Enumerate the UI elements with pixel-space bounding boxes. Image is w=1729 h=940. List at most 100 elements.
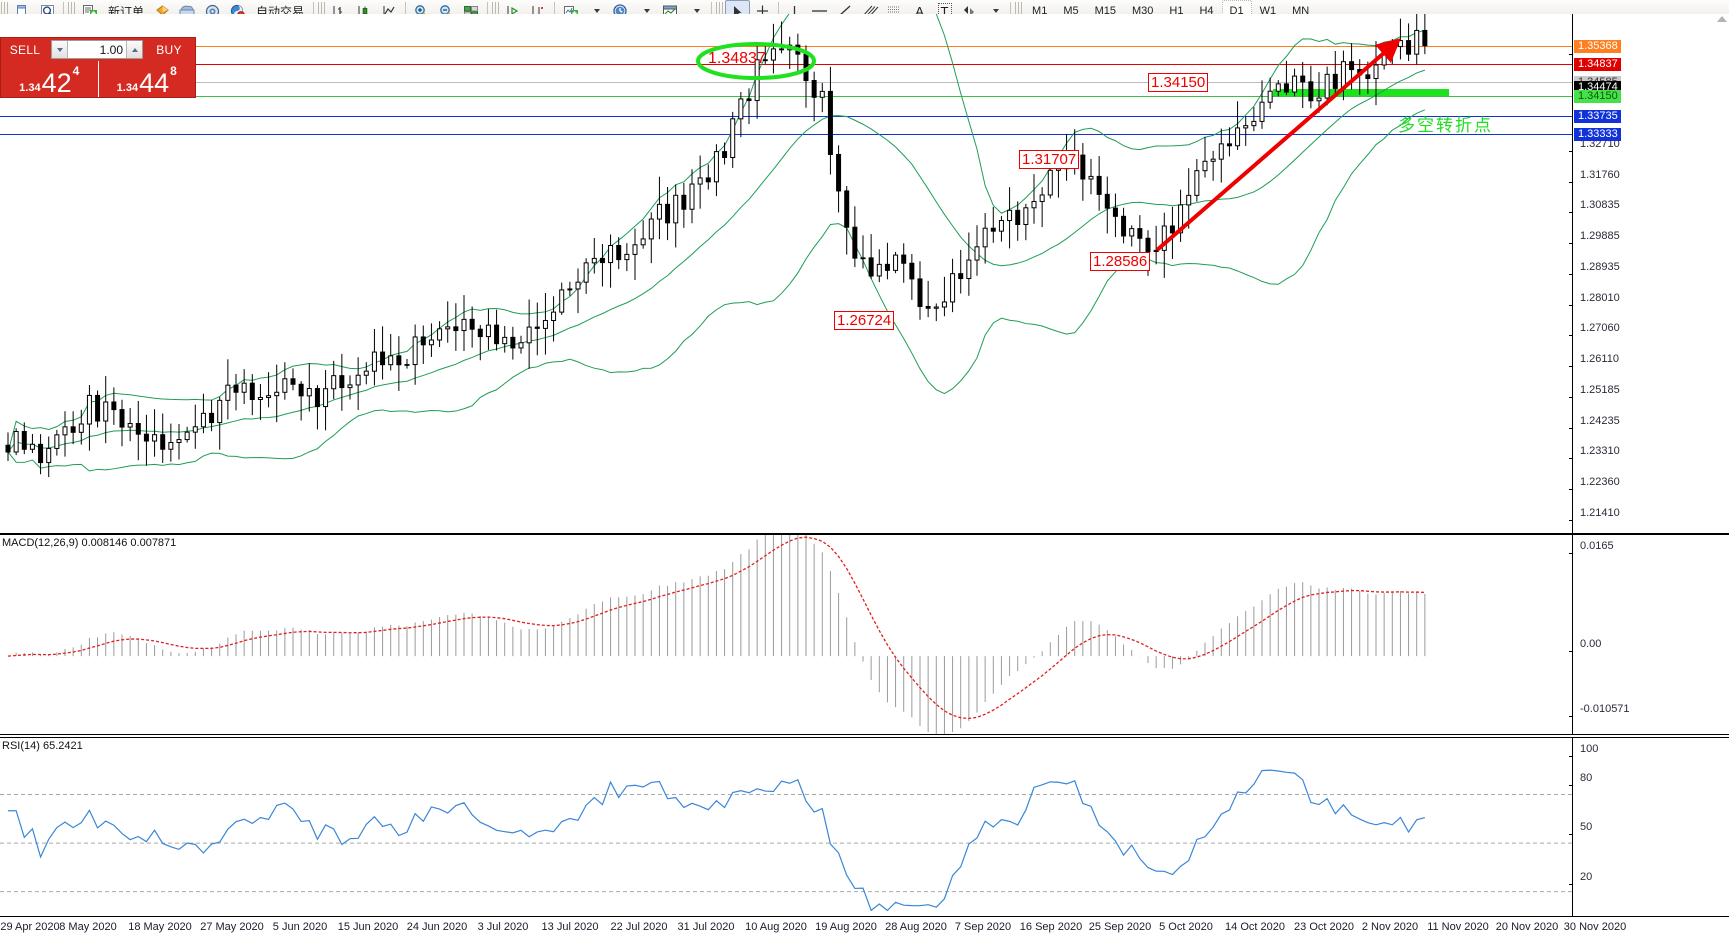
arrows-dropdown[interactable] [982, 0, 1007, 22]
rsi-tick: 100 [1568, 743, 1598, 762]
toolbar-grip-4[interactable] [492, 2, 500, 20]
buy-price-fraction: 8 [170, 64, 177, 78]
level-line-blue-2 [0, 134, 1572, 135]
toolbar-grip-6[interactable] [1015, 2, 1023, 20]
metaeditor-icon[interactable] [175, 0, 200, 22]
rsi-pane[interactable]: RSI(14) 65.2421 100 80 50 20 [0, 737, 1729, 917]
volume-stepper[interactable]: 1.00 [51, 40, 143, 59]
rsi-canvas [0, 769, 1572, 912]
tag-green-level: 1.34150 [1574, 90, 1621, 103]
price-tick: 1.25185 [1569, 384, 1620, 403]
date-label: 5 Oct 2020 [1159, 921, 1213, 933]
toolbar-grip-1[interactable] [1, 2, 8, 20]
date-label: 15 Jun 2020 [337, 921, 399, 933]
price-chart-canvas [5, 14, 1428, 478]
price-tick: 1.28935 [1569, 261, 1620, 280]
chevron-down-icon [693, 9, 700, 13]
horizontal-line-icon[interactable] [807, 0, 832, 22]
volume-increase-button[interactable] [126, 41, 142, 58]
annotation-high-1-34837: 1.34837 [708, 50, 766, 67]
sell-price-main: 42 [41, 68, 72, 98]
price-axis-line [1572, 14, 1573, 533]
date-label: 8 May 2020 [59, 921, 117, 933]
toolbar-separator-3 [405, 2, 407, 20]
trendline-icon[interactable] [832, 0, 857, 22]
periods-dropdown[interactable] [633, 0, 658, 22]
vertical-line-icon[interactable] [782, 0, 807, 22]
chevron-down-icon [593, 9, 600, 13]
macd-tick: -0.010571 [1569, 703, 1630, 722]
annotation-1-31707: 1.31707 [1019, 150, 1080, 169]
toolbar-grip-5[interactable] [716, 2, 724, 20]
date-label: 3 Jul 2020 [477, 921, 529, 933]
sell-button[interactable]: SELL [9, 42, 41, 57]
date-label: 18 May 2020 [128, 921, 192, 933]
buy-price-prefix: 1.34 [116, 82, 139, 94]
date-label: 28 Aug 2020 [885, 921, 947, 933]
toolbar-grip-2[interactable] [68, 2, 75, 20]
chevron-down-icon [56, 47, 63, 52]
date-label: 16 Sep 2020 [1019, 921, 1083, 933]
sell-price-fraction: 4 [72, 64, 80, 78]
tag-blue-level-1: 1.33735 [1574, 110, 1621, 123]
date-label: 24 Jun 2020 [406, 921, 468, 933]
scroll-indicator-icon [1717, 16, 1727, 22]
price-tick: 1.21410 [1569, 507, 1620, 526]
rsi-tick: 50 [1568, 821, 1592, 840]
sell-price-display[interactable]: 1.34 42 4 [1, 61, 98, 97]
one-click-trading-controls: SELL 1.00 BUY [1, 38, 195, 61]
arrows-icon[interactable] [957, 0, 982, 22]
macd-canvas [7, 535, 1426, 734]
chevron-down-icon [992, 9, 999, 13]
annotation-1-26724: 1.26724 [834, 311, 895, 330]
date-label: 5 Jun 2020 [272, 921, 328, 933]
date-label: 27 May 2020 [200, 921, 264, 933]
price-tick: 1.26110 [1569, 353, 1619, 372]
date-label: 7 Sep 2020 [954, 921, 1012, 933]
indicators-dropdown[interactable] [583, 0, 608, 22]
macd-pane[interactable]: MACD(12,26,9) 0.008146 0.007871 0.0165 0.… [0, 534, 1729, 735]
date-label: 31 Jul 2020 [677, 921, 735, 933]
tag-red-level: 1.34837 [1574, 58, 1621, 71]
toolbar-separator-7 [778, 2, 780, 20]
annotation-1-28586: 1.28586 [1090, 252, 1151, 271]
macd-scale[interactable]: 0.0165 0.00 -0.010571 [1568, 535, 1729, 734]
templates-icon[interactable] [658, 0, 683, 22]
date-label: 2 Nov 2020 [1361, 921, 1419, 933]
price-tick: 1.23310 [1569, 445, 1620, 464]
one-click-trading-panel[interactable]: SELL 1.00 BUY 1.34 42 4 1.34 44 8 [0, 37, 196, 98]
toolbar-separator-5 [554, 2, 556, 20]
date-label: 22 Jul 2020 [610, 921, 668, 933]
date-label: 11 Nov 2020 [1427, 921, 1489, 933]
volume-decrease-button[interactable] [52, 41, 68, 58]
tag-orange-resistance: 1.35368 [1574, 40, 1621, 53]
one-click-trading-prices: 1.34 42 4 1.34 44 8 [1, 61, 195, 97]
chevron-down-icon [643, 9, 650, 13]
level-line-grey [0, 82, 1572, 83]
price-chart-pane[interactable]: 1.355351.327101.317601.308351.298851.289… [0, 14, 1729, 551]
buy-button[interactable]: BUY [156, 42, 182, 57]
price-tick: 1.22360 [1569, 476, 1620, 495]
toolbar-grip-3[interactable] [318, 2, 326, 20]
date-axis[interactable]: 29 Apr 2020 8 May 2020 18 May 2020 27 May 2… [0, 918, 1729, 940]
date-label: 20 Nov 2020 [1495, 921, 1559, 933]
buy-price-display[interactable]: 1.34 44 8 [97, 61, 196, 98]
price-tick: 1.28010 [1569, 292, 1620, 311]
price-tick: 1.30835 [1569, 199, 1620, 218]
rsi-tick: 20 [1568, 871, 1592, 890]
date-label: 30 Nov 2020 [1563, 921, 1627, 933]
buy-price-main: 44 [139, 68, 170, 98]
macd-tick: 0.00 [1568, 638, 1601, 657]
templates-dropdown[interactable] [683, 0, 708, 22]
rsi-scale[interactable]: 100 80 50 20 [1568, 738, 1729, 916]
date-label: 25 Sep 2020 [1088, 921, 1152, 933]
date-label: 13 Jul 2020 [541, 921, 599, 933]
date-label: 23 Oct 2020 [1294, 921, 1354, 933]
annotation-1-34150: 1.34150 [1148, 73, 1209, 92]
text-icon[interactable]: A [907, 0, 932, 22]
chart-tile-icon[interactable] [459, 0, 484, 22]
level-line-blue-1 [0, 116, 1572, 117]
sell-price-prefix: 1.34 [19, 82, 41, 94]
volume-input[interactable]: 1.00 [99, 42, 123, 57]
